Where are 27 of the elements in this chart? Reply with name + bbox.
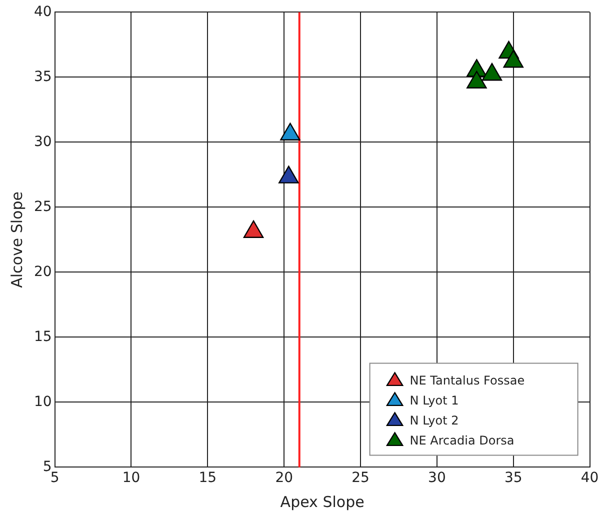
x-tick-label: 10 xyxy=(122,470,140,486)
point xyxy=(466,70,487,88)
point xyxy=(278,166,299,184)
y-tick-label: 25 xyxy=(34,198,52,215)
x-axis-title: Apex Slope xyxy=(280,492,364,511)
y-tick-label: 10 xyxy=(34,394,52,410)
y-tick-label: 35 xyxy=(34,68,52,85)
y-axis-title: Alcove Slope xyxy=(8,192,26,288)
y-tick-label: 40 xyxy=(34,4,52,20)
point xyxy=(482,63,502,81)
y-tick-label: 15 xyxy=(34,328,52,345)
point xyxy=(280,122,300,140)
y-tick-label: 5 xyxy=(42,458,52,475)
point xyxy=(503,50,524,68)
x-tick-label: 40 xyxy=(580,470,599,486)
x-tick-label: 20 xyxy=(275,470,294,486)
y-tick-label: 20 xyxy=(34,264,52,280)
x-tick-label: 35 xyxy=(504,470,522,486)
x-tick-label: 30 xyxy=(428,470,446,486)
legend-label: N Lyot 1 xyxy=(410,393,459,408)
y-tick-label: 30 xyxy=(34,134,52,150)
legend-label: N Lyot 2 xyxy=(410,413,459,428)
x-tick-label: 15 xyxy=(198,470,217,486)
legend-label: NE Tantalus Fossae xyxy=(410,373,525,388)
point xyxy=(243,220,264,238)
legend-label: NE Arcadia Dorsa xyxy=(410,433,514,448)
x-tick-label: 25 xyxy=(352,470,370,486)
